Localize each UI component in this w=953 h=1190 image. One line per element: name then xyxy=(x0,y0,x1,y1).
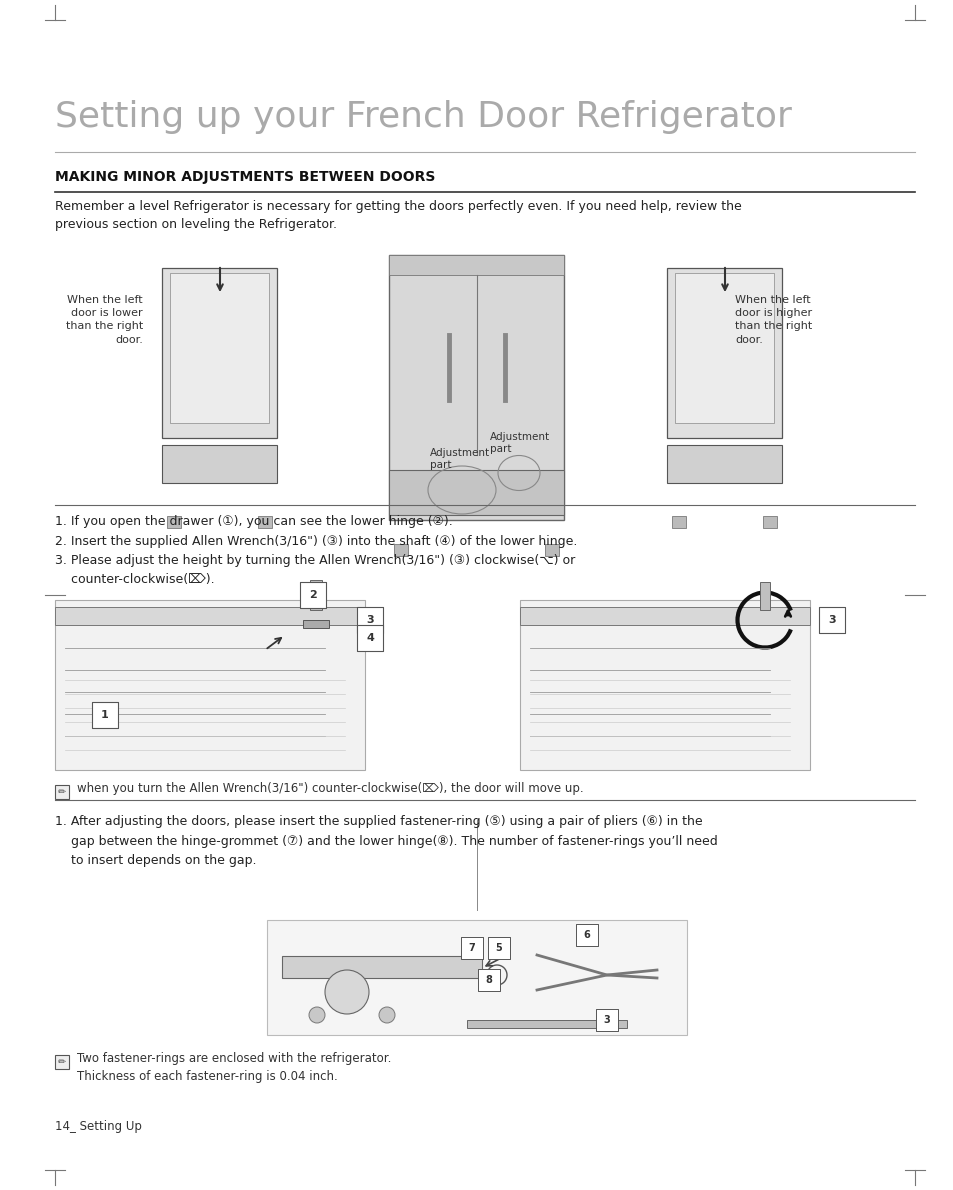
Bar xyxy=(55,1056,69,1069)
Bar xyxy=(389,255,564,520)
Text: 5: 5 xyxy=(496,942,502,953)
Text: 3: 3 xyxy=(366,615,374,625)
Bar xyxy=(168,516,181,528)
Bar xyxy=(282,956,481,978)
Bar xyxy=(488,937,510,959)
Bar xyxy=(667,445,781,483)
Bar xyxy=(356,625,382,651)
Bar xyxy=(667,268,781,438)
Bar xyxy=(818,607,844,633)
Bar xyxy=(519,607,809,625)
Bar xyxy=(162,445,277,483)
Text: Remember a level Refrigerator is necessary for getting the doors perfectly even.: Remember a level Refrigerator is necessa… xyxy=(55,200,741,231)
Text: Adjustment
part: Adjustment part xyxy=(490,432,550,453)
Bar xyxy=(258,516,273,528)
Bar xyxy=(91,702,118,728)
Text: When the left
door is higher
than the right
door.: When the left door is higher than the ri… xyxy=(734,295,811,345)
Text: when you turn the Allen Wrench(3/16") counter-clockwise(⌦), the door will move u: when you turn the Allen Wrench(3/16") co… xyxy=(77,782,583,795)
Bar xyxy=(171,273,269,422)
Text: Adjustment
part: Adjustment part xyxy=(430,447,490,470)
Text: 2: 2 xyxy=(309,590,316,600)
Text: 1. After adjusting the doors, please insert the supplied fastener-ring (⑤) using: 1. After adjusting the doors, please ins… xyxy=(55,815,717,868)
Bar xyxy=(299,582,326,608)
Circle shape xyxy=(325,970,369,1014)
Text: 14_ Setting Up: 14_ Setting Up xyxy=(55,1120,142,1133)
Bar xyxy=(389,470,564,515)
Bar xyxy=(162,268,277,438)
Bar xyxy=(267,920,686,1035)
Text: 7: 7 xyxy=(468,942,475,953)
Text: When the left
door is lower
than the right
door.: When the left door is lower than the rig… xyxy=(66,295,143,345)
Text: 1. If you open the drawer (①), you can see the lower hinge (②).
2. Insert the su: 1. If you open the drawer (①), you can s… xyxy=(55,515,577,587)
Bar xyxy=(760,582,769,610)
Text: Two fastener-rings are enclosed with the refrigerator.
Thickness of each fastene: Two fastener-rings are enclosed with the… xyxy=(77,1052,391,1083)
Bar xyxy=(596,1009,618,1031)
Text: 3: 3 xyxy=(603,1015,610,1025)
Bar xyxy=(576,923,598,946)
Text: 1: 1 xyxy=(101,710,109,720)
Bar xyxy=(762,516,777,528)
Bar xyxy=(395,544,408,556)
Bar xyxy=(460,937,482,959)
Text: 6: 6 xyxy=(583,931,590,940)
Bar xyxy=(310,580,322,610)
Text: MAKING MINOR ADJUSTMENTS BETWEEN DOORS: MAKING MINOR ADJUSTMENTS BETWEEN DOORS xyxy=(55,170,435,184)
Text: ✏: ✏ xyxy=(58,787,66,797)
Text: 4: 4 xyxy=(366,633,374,643)
Text: 8: 8 xyxy=(485,975,492,985)
Bar xyxy=(55,785,69,798)
Text: 3: 3 xyxy=(827,615,835,625)
Bar xyxy=(55,600,365,770)
Circle shape xyxy=(378,1007,395,1023)
Bar xyxy=(303,620,329,628)
Circle shape xyxy=(309,1007,325,1023)
Bar xyxy=(545,544,558,556)
Bar xyxy=(55,607,365,625)
Bar xyxy=(519,600,809,770)
Bar xyxy=(389,255,564,275)
Bar xyxy=(675,273,774,422)
Text: Setting up your French Door Refrigerator: Setting up your French Door Refrigerator xyxy=(55,100,791,134)
Text: ✏: ✏ xyxy=(58,1057,66,1067)
Bar xyxy=(672,516,686,528)
Bar xyxy=(467,1020,626,1028)
Bar xyxy=(477,969,499,991)
Bar xyxy=(356,607,382,633)
